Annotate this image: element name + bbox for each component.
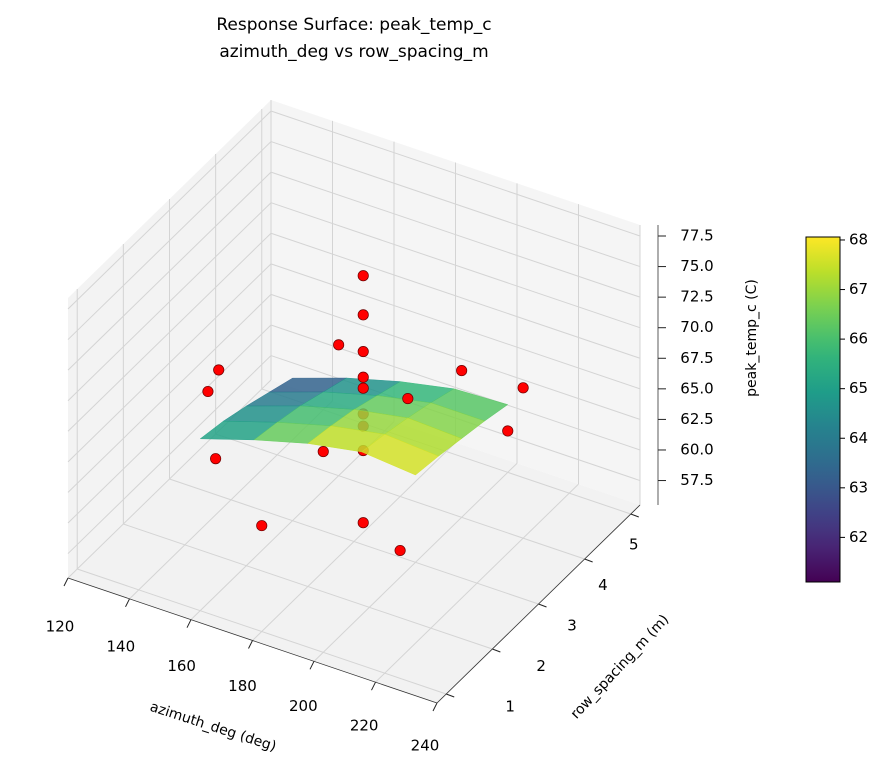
y-tick bbox=[630, 513, 639, 518]
y-tick-label: 5 bbox=[629, 536, 639, 554]
x-tick-label: 180 bbox=[228, 677, 257, 695]
z-tick-label: 65.0 bbox=[680, 379, 713, 397]
data-point bbox=[256, 520, 268, 532]
z-grid-line bbox=[67, 294, 272, 493]
x-tick-label: 220 bbox=[350, 717, 379, 735]
z-tick-label: 57.5 bbox=[680, 471, 713, 489]
data-point bbox=[357, 371, 369, 383]
axes: 120 140 160 180 200 220 240 1 2 3 4 5 57.5 60.0 62.5 65… bbox=[46, 225, 714, 755]
z-grid-line bbox=[270, 293, 641, 420]
z-tick-label: 62.5 bbox=[680, 410, 713, 428]
x-axis-label: azimuth_deg (deg) bbox=[148, 699, 278, 755]
y-tick-label: 2 bbox=[536, 657, 546, 675]
y-grid-line bbox=[215, 433, 585, 560]
z-tick-label: 77.5 bbox=[680, 227, 713, 245]
data-point bbox=[402, 393, 414, 405]
z-tick-label: 60.0 bbox=[680, 440, 713, 458]
data-point bbox=[357, 309, 369, 321]
x-tick bbox=[186, 619, 192, 628]
data-point bbox=[394, 544, 406, 557]
x-tick bbox=[248, 640, 253, 649]
data-point bbox=[357, 382, 369, 394]
x-tick bbox=[432, 702, 438, 712]
z-grid-line bbox=[67, 324, 272, 524]
colorbar-tick-label: 66 bbox=[849, 330, 868, 348]
y-tick bbox=[584, 558, 593, 563]
data-point bbox=[202, 385, 214, 398]
z-grid-line bbox=[67, 110, 272, 310]
z-grid-line bbox=[270, 110, 641, 237]
z-grid-line bbox=[270, 141, 641, 268]
y-grid-line bbox=[123, 523, 493, 650]
data-point bbox=[517, 382, 529, 394]
x-axis-line bbox=[67, 577, 438, 704]
x-tick-label: 120 bbox=[46, 618, 75, 636]
x-tick bbox=[309, 661, 315, 670]
y-tick-label: 1 bbox=[505, 697, 515, 715]
y-tick bbox=[492, 648, 501, 653]
z-tick-label: 72.5 bbox=[680, 288, 713, 306]
chart-title: Response Surface: peak_temp_c bbox=[216, 15, 491, 35]
surface bbox=[199, 377, 509, 476]
z-grid-line bbox=[270, 202, 641, 329]
data-point bbox=[317, 446, 329, 458]
x-tick bbox=[63, 577, 69, 587]
x-tick-label: 200 bbox=[289, 697, 318, 715]
data-point bbox=[213, 364, 225, 376]
z-grid-line bbox=[270, 232, 641, 359]
y-grid-line bbox=[77, 568, 447, 695]
z-grid-line bbox=[270, 263, 641, 390]
surface-cell bbox=[361, 433, 440, 476]
x-tick-label: 140 bbox=[107, 637, 136, 655]
colorbar-tick-label: 67 bbox=[849, 280, 868, 298]
z-grid-line bbox=[270, 324, 641, 451]
z-grid-line bbox=[67, 171, 272, 371]
z-tick-label: 70.0 bbox=[680, 318, 713, 336]
z-grid-line bbox=[67, 141, 272, 340]
colorbar-tick-label: 62 bbox=[849, 528, 868, 546]
z-tick-label: 67.5 bbox=[680, 349, 713, 367]
colorbar-tick-label: 68 bbox=[849, 230, 868, 248]
colorbar-gradient bbox=[805, 236, 841, 583]
y-axis-line bbox=[436, 504, 641, 704]
z-axis-label: peak_temp_c (C) bbox=[744, 279, 760, 397]
x-tick-label: 240 bbox=[411, 737, 440, 755]
z-grid-line bbox=[67, 232, 272, 432]
y-grid-line bbox=[169, 478, 539, 605]
x-tick bbox=[371, 681, 376, 691]
y-tick-label: 4 bbox=[598, 576, 608, 594]
data-point bbox=[333, 339, 345, 351]
colorbar-tick-label: 63 bbox=[849, 478, 868, 496]
z-grid-line bbox=[67, 263, 272, 463]
z-grid-line bbox=[67, 355, 272, 554]
z-grid-line bbox=[67, 202, 272, 402]
data-point bbox=[210, 453, 222, 465]
z-grid-line bbox=[270, 171, 641, 298]
data-point bbox=[357, 345, 369, 358]
colorbar: 62 63 64 65 66 67 68 bbox=[805, 230, 868, 583]
y-tick bbox=[446, 693, 455, 698]
x-tick bbox=[125, 598, 130, 608]
chart-subtitle: azimuth_deg vs row_spacing_m bbox=[219, 42, 488, 62]
y-tick bbox=[538, 603, 547, 608]
z-tick-label: 75.0 bbox=[680, 257, 713, 275]
data-point bbox=[456, 365, 468, 377]
x-tick-label: 160 bbox=[167, 657, 196, 675]
colorbar-tick-label: 64 bbox=[849, 429, 868, 447]
points-front bbox=[202, 270, 529, 557]
y-axis-label: row_spacing_m (m) bbox=[568, 612, 673, 723]
data-point bbox=[357, 270, 369, 282]
data-point bbox=[357, 517, 369, 529]
colorbar-tick-label: 65 bbox=[849, 379, 868, 397]
data-point bbox=[502, 425, 514, 437]
y-tick-label: 3 bbox=[567, 617, 577, 635]
